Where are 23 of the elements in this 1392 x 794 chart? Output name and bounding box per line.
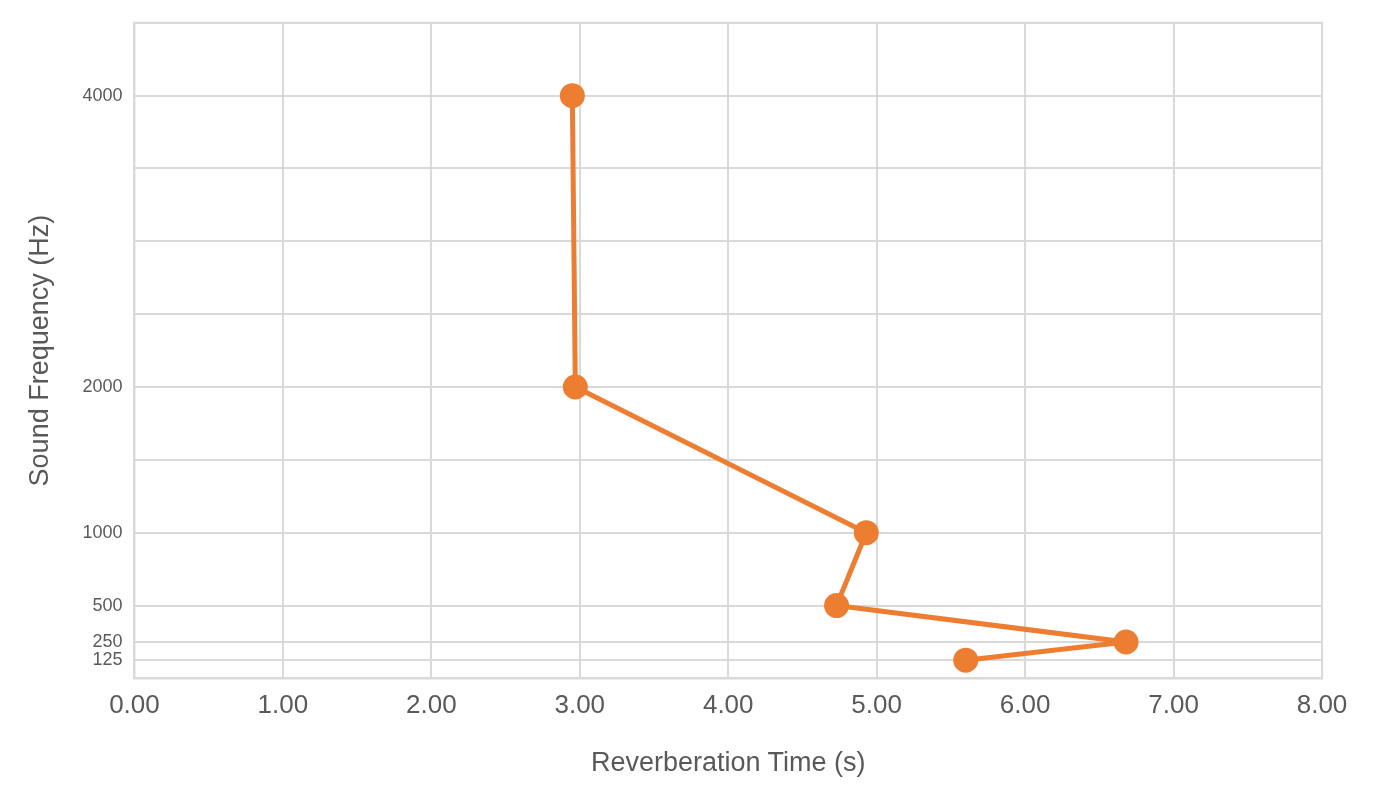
x-tick-label: 7.00 bbox=[1148, 689, 1199, 720]
point bbox=[562, 374, 588, 400]
x-tick-label: 8.00 bbox=[1296, 689, 1348, 720]
y-tick-label: 2000 bbox=[82, 375, 123, 396]
point bbox=[953, 647, 979, 673]
x-tick-label: 5.00 bbox=[851, 689, 902, 720]
x-tick-label: 3.00 bbox=[554, 689, 606, 720]
x-tick-label: 2.00 bbox=[406, 689, 457, 720]
x-tick-label: 0.00 bbox=[109, 689, 160, 720]
y-tick-label: 250 bbox=[92, 630, 123, 651]
point bbox=[853, 520, 879, 546]
y-axis-title: Sound Frequency (Hz) bbox=[23, 214, 54, 487]
point bbox=[559, 83, 585, 109]
x-tick-label: 6.00 bbox=[999, 689, 1051, 720]
y-tick-label: 1000 bbox=[82, 521, 123, 542]
y-tick-label: 125 bbox=[92, 649, 123, 670]
point bbox=[824, 593, 850, 619]
point bbox=[1113, 629, 1139, 655]
y-tick-label: 500 bbox=[92, 594, 123, 615]
x-tick-label: 1.00 bbox=[257, 689, 309, 720]
y-tick-label: 4000 bbox=[82, 84, 123, 105]
x-tick-label: 4.00 bbox=[702, 689, 754, 720]
x-axis-title: Reverberation Time (s) bbox=[590, 747, 866, 778]
